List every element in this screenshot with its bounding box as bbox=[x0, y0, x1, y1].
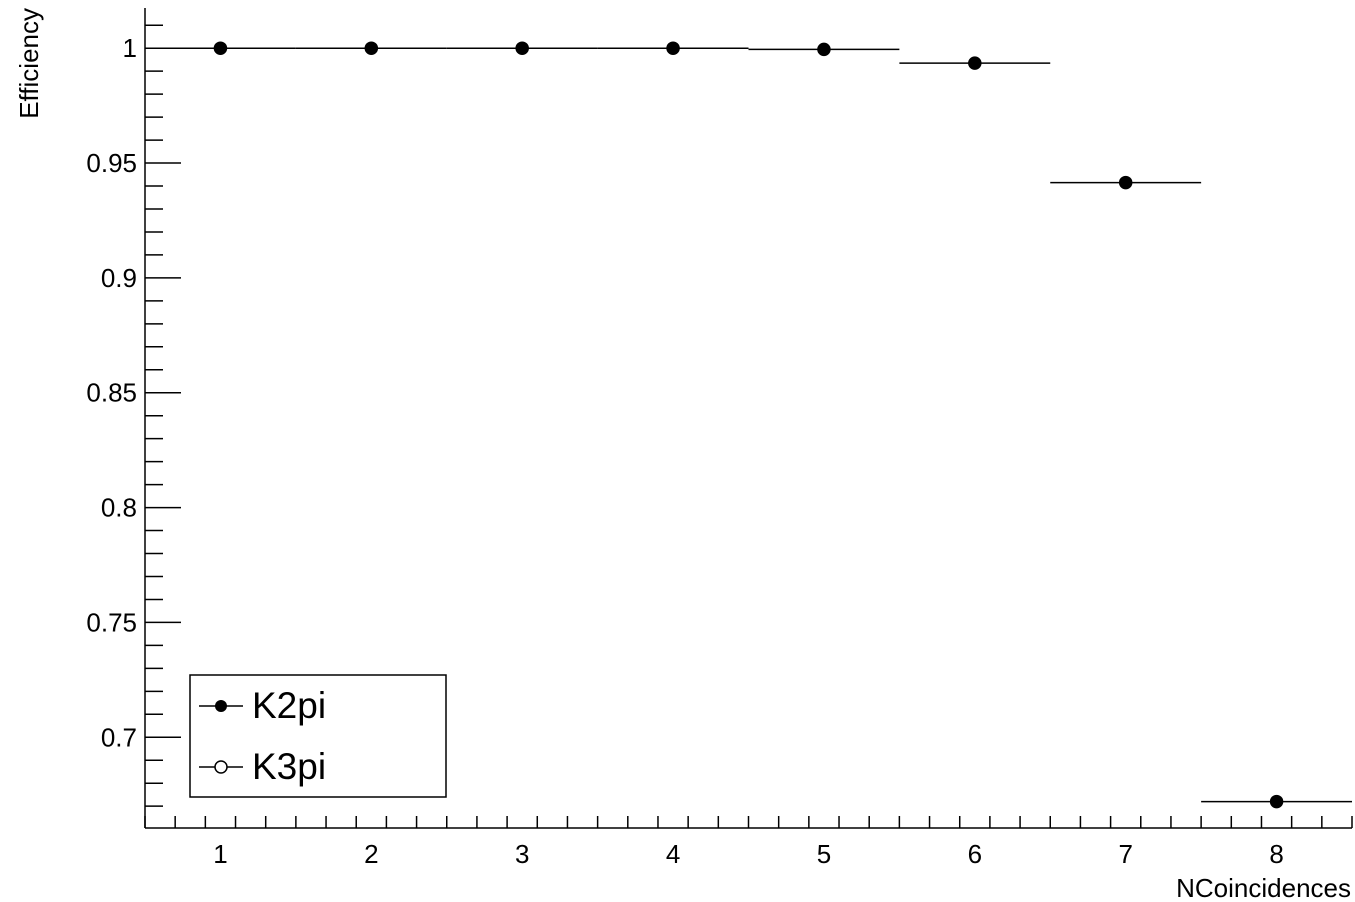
x-tick-label: 7 bbox=[1118, 839, 1132, 869]
x-tick-label: 6 bbox=[968, 839, 982, 869]
x-tick-label: 3 bbox=[515, 839, 529, 869]
legend-k3pi-label: K3pi bbox=[252, 746, 326, 787]
y-axis-label: Efficiency bbox=[14, 8, 44, 119]
legend-k3pi-marker bbox=[214, 760, 228, 774]
legend-k2pi-marker bbox=[215, 700, 227, 712]
y-tick-label: 1 bbox=[123, 33, 137, 63]
y-tick-label: 0.7 bbox=[101, 722, 137, 752]
data-point-k2pi bbox=[1118, 175, 1133, 190]
x-tick-label: 5 bbox=[817, 839, 831, 869]
data-points bbox=[145, 41, 1352, 809]
y-tick-label: 0.85 bbox=[86, 378, 137, 408]
data-point-k2pi bbox=[1269, 794, 1284, 809]
y-tick-label: 0.9 bbox=[101, 263, 137, 293]
data-point-k2pi bbox=[213, 41, 228, 55]
data-point-k2pi bbox=[817, 42, 831, 57]
legend: K2pi K3pi bbox=[189, 674, 447, 798]
data-point-k2pi bbox=[515, 41, 529, 55]
data-point-k2pi bbox=[364, 41, 379, 55]
legend-box bbox=[189, 674, 447, 798]
data-point-k2pi bbox=[666, 41, 680, 55]
y-tick-label: 0.75 bbox=[86, 607, 137, 637]
x-tick-label: 2 bbox=[364, 839, 378, 869]
y-tick-label: 0.8 bbox=[101, 493, 137, 523]
y-tick-label: 0.95 bbox=[86, 148, 137, 178]
legend-k2pi-label: K2pi bbox=[252, 685, 326, 726]
x-tick-label: 4 bbox=[666, 839, 680, 869]
x-tick-label: 8 bbox=[1269, 839, 1283, 869]
x-axis-label: NCoincidences bbox=[1176, 873, 1351, 902]
axis-ticks: 1 2 3 4 5 6 7 8 0.7 0.75 0.8 0.85 0.9 0.95 1 bbox=[86, 24, 1353, 869]
x-tick-label: 1 bbox=[213, 839, 227, 869]
data-point-k2pi bbox=[968, 56, 982, 70]
